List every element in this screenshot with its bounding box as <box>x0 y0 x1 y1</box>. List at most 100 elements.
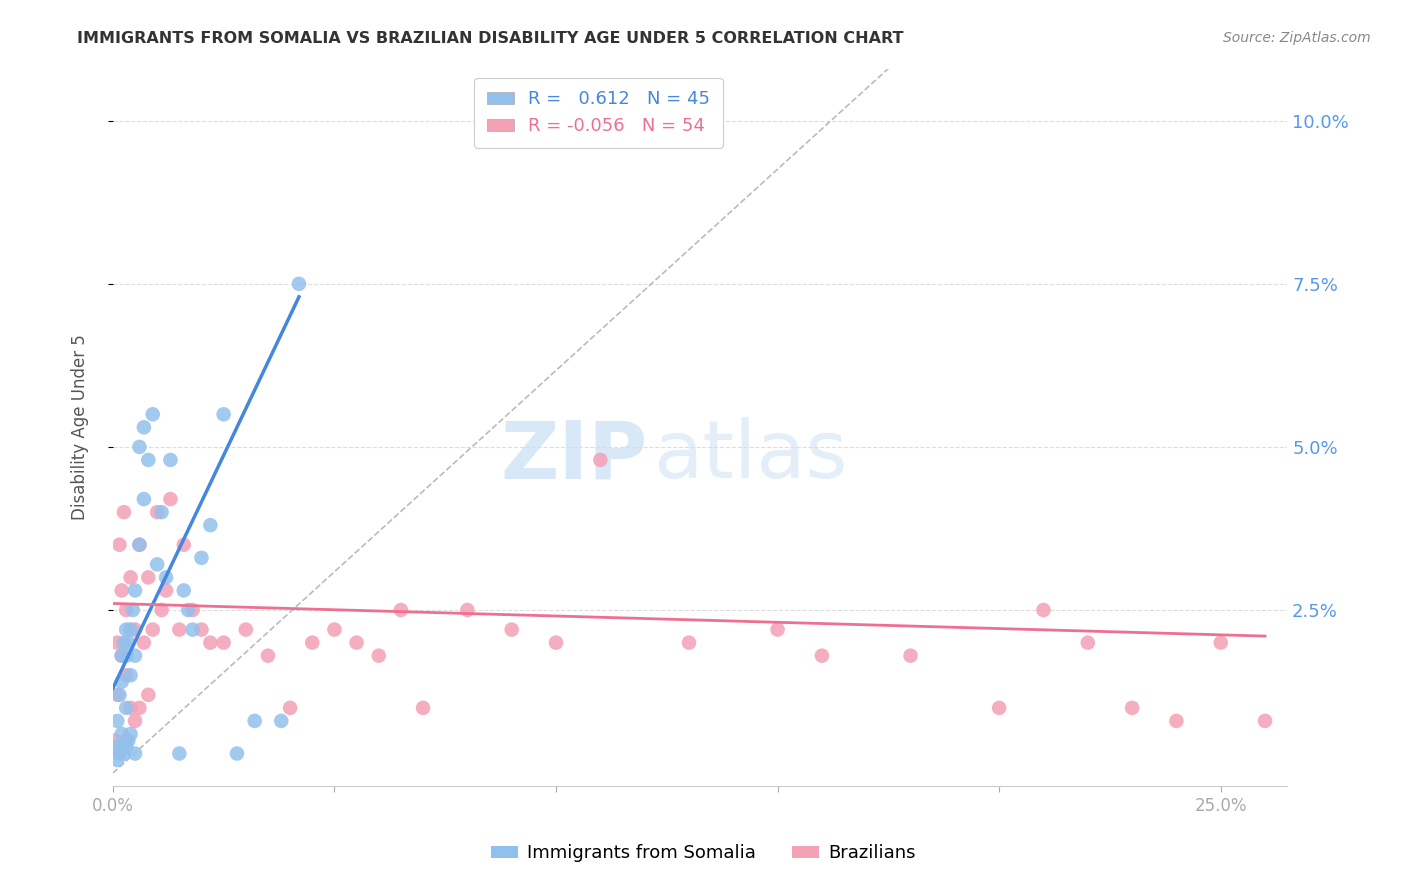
Point <box>128 701 150 715</box>
Point <box>1166 714 1188 728</box>
Text: IMMIGRANTS FROM SOMALIA VS BRAZILIAN DISABILITY AGE UNDER 5 CORRELATION CHART: IMMIGRANTS FROM SOMALIA VS BRAZILIAN DIS… <box>77 31 904 46</box>
Point <box>115 648 138 663</box>
Point <box>155 570 177 584</box>
Point <box>117 635 139 649</box>
Point <box>105 714 128 728</box>
Point <box>105 753 128 767</box>
Point <box>112 505 135 519</box>
Point <box>120 727 142 741</box>
Point <box>766 623 789 637</box>
Text: ZIP: ZIP <box>501 417 647 495</box>
Point <box>200 518 222 533</box>
Point <box>124 714 146 728</box>
Point <box>128 538 150 552</box>
Point <box>105 635 128 649</box>
Point <box>112 747 135 761</box>
Point <box>115 668 138 682</box>
Point <box>128 440 150 454</box>
Point <box>200 635 222 649</box>
Point <box>243 714 266 728</box>
Point <box>124 583 146 598</box>
Point <box>181 603 204 617</box>
Point <box>112 635 135 649</box>
Point <box>128 538 150 552</box>
Point <box>159 453 181 467</box>
Point <box>132 635 155 649</box>
Point <box>132 420 155 434</box>
Point <box>900 648 922 663</box>
Point <box>270 714 292 728</box>
Point <box>120 668 142 682</box>
Point <box>1121 701 1143 715</box>
Point <box>124 747 146 761</box>
Point <box>111 648 134 663</box>
Point <box>212 407 235 421</box>
Point <box>1032 603 1054 617</box>
Text: Source: ZipAtlas.com: Source: ZipAtlas.com <box>1223 31 1371 45</box>
Point <box>111 583 134 598</box>
Point <box>115 733 138 747</box>
Point <box>544 635 567 649</box>
Point <box>1254 714 1277 728</box>
Point <box>132 492 155 507</box>
Point <box>136 570 159 584</box>
Point <box>190 550 212 565</box>
Point <box>120 623 142 637</box>
Point <box>121 603 143 617</box>
Point <box>177 603 200 617</box>
Point <box>288 277 311 291</box>
Point <box>235 623 257 637</box>
Point <box>212 635 235 649</box>
Point <box>115 739 138 754</box>
Point <box>278 701 301 715</box>
Point <box>190 623 212 637</box>
Point <box>150 603 173 617</box>
Text: atlas: atlas <box>652 417 848 495</box>
Point <box>501 623 523 637</box>
Point <box>301 635 323 649</box>
Point <box>169 623 191 637</box>
Point <box>115 701 138 715</box>
Point <box>173 538 195 552</box>
Point <box>181 623 204 637</box>
Point <box>146 505 169 519</box>
Point <box>117 733 139 747</box>
Point <box>111 674 134 689</box>
Point <box>124 623 146 637</box>
Point <box>124 648 146 663</box>
Legend: Immigrants from Somalia, Brazilians: Immigrants from Somalia, Brazilians <box>484 838 922 870</box>
Point <box>136 453 159 467</box>
Point <box>105 688 128 702</box>
Point <box>456 603 478 617</box>
Point <box>120 701 142 715</box>
Point <box>120 570 142 584</box>
Point <box>108 688 131 702</box>
Point <box>115 623 138 637</box>
Point <box>111 727 134 741</box>
Point <box>150 505 173 519</box>
Point <box>412 701 434 715</box>
Point <box>678 635 700 649</box>
Point <box>142 623 165 637</box>
Point <box>108 747 131 761</box>
Point <box>1209 635 1232 649</box>
Point <box>111 648 134 663</box>
Legend: R =   0.612   N = 45, R = -0.056   N = 54: R = 0.612 N = 45, R = -0.056 N = 54 <box>474 78 723 148</box>
Point <box>323 623 346 637</box>
Y-axis label: Disability Age Under 5: Disability Age Under 5 <box>72 334 89 520</box>
Point <box>173 583 195 598</box>
Point <box>257 648 280 663</box>
Point <box>226 747 249 761</box>
Point <box>346 635 368 649</box>
Point <box>155 583 177 598</box>
Point <box>589 453 612 467</box>
Point <box>367 648 389 663</box>
Point <box>389 603 412 617</box>
Point <box>146 558 169 572</box>
Point <box>115 603 138 617</box>
Point <box>104 739 127 754</box>
Point <box>811 648 834 663</box>
Point <box>159 492 181 507</box>
Point <box>1077 635 1099 649</box>
Point <box>104 733 127 747</box>
